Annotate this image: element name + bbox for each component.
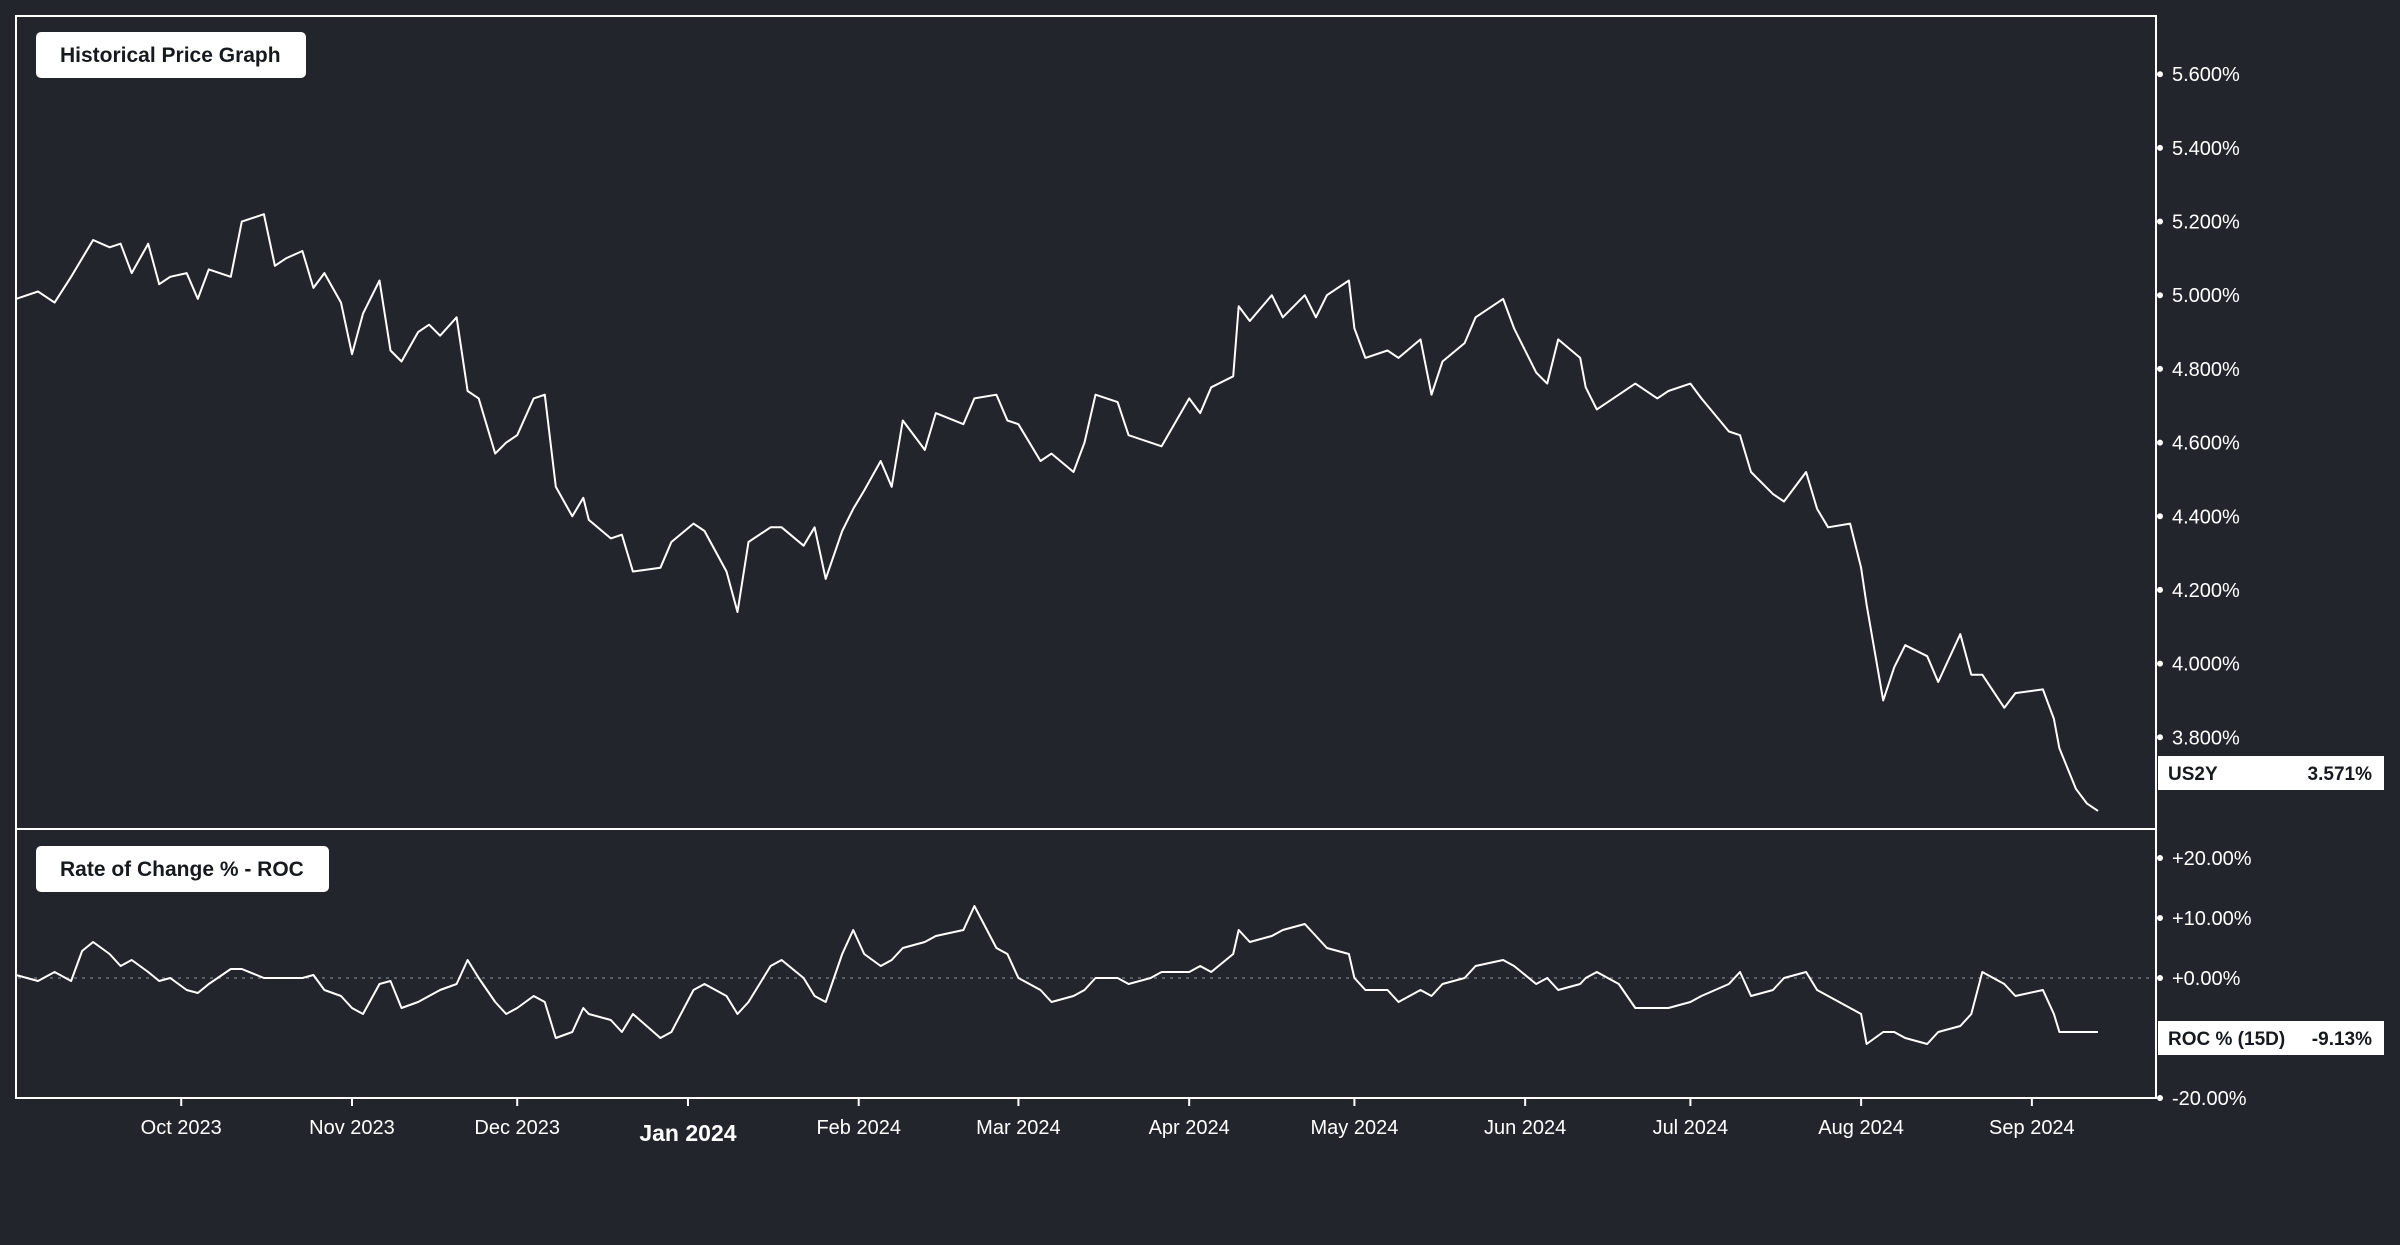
price-y-tick-mark	[2157, 734, 2163, 741]
price-y-tick-mark	[2157, 71, 2163, 78]
x-tick-label: Aug 2024	[1818, 1117, 1904, 1139]
x-tick-label: Sep 2024	[1989, 1117, 2075, 1139]
price-y-tick-label: 5.600%	[2172, 64, 2240, 86]
roc-panel-frame	[15, 828, 2157, 1099]
roc-series-line	[15, 905, 2098, 1045]
x-tick-label: Mar 2024	[976, 1117, 1061, 1139]
roc-y-tick-label: +0.00%	[2172, 968, 2241, 990]
price-y-tick-mark	[2157, 218, 2163, 225]
price-y-tick-mark	[2157, 439, 2163, 446]
price-y-tick-mark	[2157, 144, 2163, 151]
price-title: Historical Price Graph	[60, 44, 281, 67]
x-axis: Oct 2023 Nov 2023 Dec 2023 Jan 2024 Feb 2024…	[141, 1098, 2075, 1146]
price-y-tick-mark	[2157, 513, 2163, 520]
price-y-tick-mark	[2157, 365, 2163, 372]
roc-y-tick-label: -20.00%	[2172, 1088, 2247, 1110]
price-last-value: 3.571%	[2308, 764, 2373, 785]
price-y-tick-label: 4.200%	[2172, 580, 2240, 602]
price-y-tick-label: 4.800%	[2172, 359, 2240, 381]
roc-y-axis: +20.00% +10.00% +0.00% -20.00%	[2157, 848, 2252, 1110]
roc-title-badge[interactable]: Rate of Change % - ROC	[36, 846, 329, 892]
roc-last-value-badge: ROC % (15D) -9.13%	[2158, 1021, 2384, 1055]
price-y-tick-mark	[2157, 292, 2163, 299]
x-tick-label: Feb 2024	[816, 1117, 901, 1139]
price-y-tick-label: 4.600%	[2172, 433, 2240, 455]
roc-title: Rate of Change % - ROC	[60, 858, 304, 881]
x-tick-label: Nov 2023	[309, 1117, 395, 1139]
roc-y-tick-label: +10.00%	[2172, 908, 2252, 930]
price-title-box	[36, 32, 306, 78]
roc-y-tick-mark	[2157, 1095, 2163, 1101]
roc-y-tick-mark	[2157, 975, 2163, 981]
price-panel: Historical Price Graph 5.600% 5.400% 5.200…	[15, 15, 2384, 830]
price-y-axis: 5.600% 5.400% 5.200% 5.000% 4.800% 4.600% 4.40…	[2157, 64, 2240, 749]
roc-last-value-box	[2158, 1021, 2384, 1055]
roc-panel: Rate of Change % - ROC +20.00% +10.00% +0.…	[15, 828, 2384, 1110]
roc-y-tick-label: +20.00%	[2172, 848, 2252, 870]
price-y-tick-mark	[2157, 660, 2163, 667]
price-title-badge[interactable]: Historical Price Graph	[36, 32, 306, 78]
roc-title-box	[36, 846, 329, 892]
price-series-name: US2Y	[2168, 764, 2218, 785]
roc-y-tick-mark	[2157, 855, 2163, 861]
price-last-value-badge: US2Y 3.571%	[2158, 756, 2384, 790]
price-y-tick-label: 5.400%	[2172, 138, 2240, 160]
price-y-tick-label: 4.000%	[2172, 654, 2240, 676]
x-tick-label: Dec 2023	[474, 1117, 560, 1139]
roc-last-value: -9.13%	[2312, 1029, 2372, 1050]
x-tick-label: Jun 2024	[1484, 1117, 1566, 1139]
price-y-tick-mark	[2157, 586, 2163, 593]
price-y-tick-label: 3.800%	[2172, 727, 2240, 749]
price-y-tick-label: 5.000%	[2172, 285, 2240, 307]
roc-series-name: ROC % (15D)	[2168, 1029, 2285, 1050]
x-tick-label: Apr 2024	[1149, 1117, 1230, 1139]
x-tick-label: Oct 2023	[141, 1117, 222, 1139]
x-tick-label: May 2024	[1310, 1117, 1398, 1139]
x-tick-label: Jul 2024	[1653, 1117, 1729, 1139]
price-series-line	[15, 213, 2099, 812]
price-y-tick-label: 5.200%	[2172, 212, 2240, 234]
roc-y-tick-mark	[2157, 915, 2163, 921]
x-tick-label: Jan 2024	[639, 1120, 736, 1146]
price-y-tick-label: 4.400%	[2172, 506, 2240, 528]
price-last-value-box	[2158, 756, 2384, 790]
